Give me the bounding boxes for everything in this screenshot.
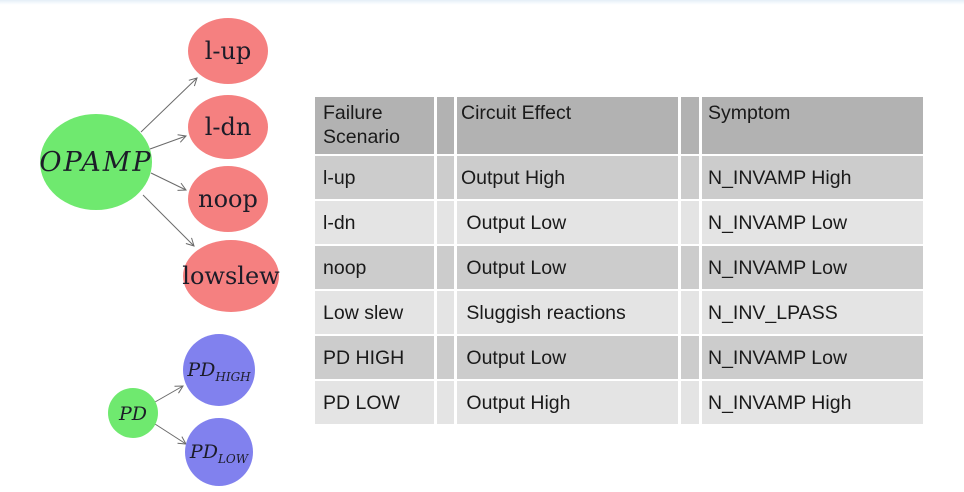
col-header-failure-scenario: Failure Scenario (315, 97, 434, 154)
edge-pd-pdlow (154, 423, 187, 445)
cell-circuit-effect: Output Low (457, 336, 678, 379)
row-spacer (681, 336, 699, 379)
cell-symptom: N_INVAMP Low (702, 336, 923, 379)
node-pdhigh (183, 334, 255, 406)
row-spacer (681, 156, 699, 199)
row-spacer (437, 246, 454, 289)
node-lup-label: l-up (205, 37, 252, 65)
edge-opamp-noop (150, 172, 187, 191)
cell-failure-scenario: Low slew (315, 291, 434, 334)
row-spacer (437, 156, 454, 199)
cell-circuit-effect: Output Low (457, 201, 678, 244)
row-spacer (681, 201, 699, 244)
edge-opamp-lowslew (142, 194, 195, 247)
cell-failure-scenario: PD HIGH (315, 336, 434, 379)
cell-failure-scenario: PD LOW (315, 381, 434, 424)
cell-symptom: N_INVAMP Low (702, 201, 923, 244)
cell-circuit-effect: Sluggish reactions (457, 291, 678, 334)
edge-pd-pdhigh (154, 385, 184, 403)
node-pdlow-label: PDLOW (189, 441, 250, 466)
node-lup (188, 18, 268, 84)
row-spacer (681, 246, 699, 289)
col-header-circuit-effect: Circuit Effect (457, 97, 678, 154)
row-spacer (437, 291, 454, 334)
node-opamp (40, 114, 152, 210)
top-border-strip (0, 0, 964, 5)
row-spacer (437, 201, 454, 244)
cell-symptom: N_INV_LPASS (702, 291, 923, 334)
edge-opamp-lup (140, 77, 198, 133)
node-pd-label: PD (118, 403, 147, 425)
cell-symptom: N_INVAMP High (702, 156, 923, 199)
row-spacer (437, 381, 454, 424)
cell-symptom: N_INVAMP High (702, 381, 923, 424)
row-spacer (681, 291, 699, 334)
node-opamp-label: OPAMP (39, 147, 152, 178)
cell-failure-scenario: noop (315, 246, 434, 289)
edge-opamp-ldn (149, 134, 187, 150)
node-ldn-label: l-dn (205, 113, 252, 141)
node-noop (188, 166, 268, 232)
node-noop-label: noop (198, 185, 258, 213)
node-pdhigh-label: PDHIGH (186, 359, 251, 384)
node-lowslew-label: lowslew (182, 262, 280, 290)
cell-failure-scenario: l-up (315, 156, 434, 199)
failure-scenario-table: Failure Scenario Circuit Effect Symptom … (315, 97, 923, 424)
cell-circuit-effect: Output High (457, 381, 678, 424)
node-pd (108, 388, 158, 438)
col-header-symptom: Symptom (702, 97, 923, 154)
node-lowslew (183, 240, 279, 312)
cell-failure-scenario: l-dn (315, 201, 434, 244)
row-spacer (437, 336, 454, 379)
header-spacer-2 (681, 97, 699, 154)
cell-symptom: N_INVAMP Low (702, 246, 923, 289)
cell-circuit-effect: Output Low (457, 246, 678, 289)
header-spacer-1 (437, 97, 454, 154)
cell-circuit-effect: Output High (457, 156, 678, 199)
node-ldn (188, 95, 268, 159)
node-pdlow (185, 418, 253, 486)
row-spacer (681, 381, 699, 424)
